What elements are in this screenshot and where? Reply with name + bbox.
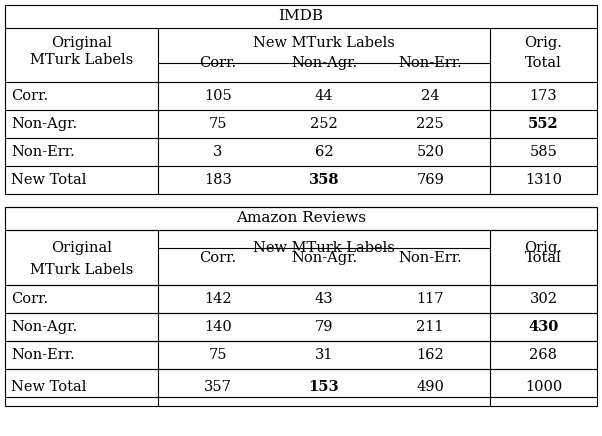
Text: 552: 552 bbox=[528, 117, 559, 131]
Text: 302: 302 bbox=[530, 292, 557, 306]
Text: 183: 183 bbox=[204, 173, 232, 187]
Text: 31: 31 bbox=[315, 348, 334, 362]
Text: Total: Total bbox=[525, 56, 562, 70]
Text: 211: 211 bbox=[417, 320, 444, 334]
Text: Corr.: Corr. bbox=[11, 89, 48, 103]
Text: 1310: 1310 bbox=[525, 173, 562, 187]
Text: Original: Original bbox=[51, 241, 112, 255]
Text: 24: 24 bbox=[421, 89, 439, 103]
Text: 79: 79 bbox=[315, 320, 334, 334]
Text: 43: 43 bbox=[315, 292, 334, 306]
Text: 153: 153 bbox=[309, 380, 340, 394]
Text: New MTurk Labels: New MTurk Labels bbox=[253, 36, 395, 50]
Text: 357: 357 bbox=[204, 380, 232, 394]
Text: Non-Agr.: Non-Agr. bbox=[291, 251, 357, 265]
Text: IMDB: IMDB bbox=[279, 9, 323, 23]
Text: 585: 585 bbox=[530, 145, 557, 159]
Text: 358: 358 bbox=[309, 173, 340, 187]
Text: Non-Agr.: Non-Agr. bbox=[291, 56, 357, 70]
Text: 173: 173 bbox=[530, 89, 557, 103]
Text: 490: 490 bbox=[417, 380, 444, 394]
Text: Non-Agr.: Non-Agr. bbox=[11, 117, 77, 131]
Text: Non-Err.: Non-Err. bbox=[399, 56, 462, 70]
Text: 252: 252 bbox=[310, 117, 338, 131]
Text: Non-Err.: Non-Err. bbox=[399, 251, 462, 265]
Text: Amazon Reviews: Amazon Reviews bbox=[236, 211, 366, 225]
Text: Orig.: Orig. bbox=[524, 241, 562, 255]
Text: Non-Agr.: Non-Agr. bbox=[11, 320, 77, 334]
Text: 769: 769 bbox=[417, 173, 444, 187]
Text: 3: 3 bbox=[213, 145, 223, 159]
Text: 75: 75 bbox=[208, 348, 227, 362]
Text: MTurk Labels: MTurk Labels bbox=[30, 263, 133, 277]
Text: 142: 142 bbox=[204, 292, 232, 306]
Text: Total: Total bbox=[525, 251, 562, 265]
Text: MTurk Labels: MTurk Labels bbox=[30, 53, 133, 67]
Text: 44: 44 bbox=[315, 89, 334, 103]
Text: 520: 520 bbox=[417, 145, 444, 159]
Text: 62: 62 bbox=[315, 145, 334, 159]
Text: Corr.: Corr. bbox=[199, 251, 237, 265]
Text: 140: 140 bbox=[204, 320, 232, 334]
Text: Non-Err.: Non-Err. bbox=[11, 348, 75, 362]
Text: 162: 162 bbox=[417, 348, 444, 362]
Text: New Total: New Total bbox=[11, 173, 86, 187]
Text: New MTurk Labels: New MTurk Labels bbox=[253, 241, 395, 255]
Text: Corr.: Corr. bbox=[199, 56, 237, 70]
Text: 75: 75 bbox=[208, 117, 227, 131]
Text: 105: 105 bbox=[204, 89, 232, 103]
Text: Original: Original bbox=[51, 36, 112, 50]
Text: 225: 225 bbox=[417, 117, 444, 131]
Text: 1000: 1000 bbox=[525, 380, 562, 394]
Text: Non-Err.: Non-Err. bbox=[11, 145, 75, 159]
Text: 268: 268 bbox=[530, 348, 557, 362]
Text: 117: 117 bbox=[417, 292, 444, 306]
Text: Orig.: Orig. bbox=[524, 36, 562, 50]
Text: New Total: New Total bbox=[11, 380, 86, 394]
Text: Corr.: Corr. bbox=[11, 292, 48, 306]
Text: 430: 430 bbox=[529, 320, 559, 334]
